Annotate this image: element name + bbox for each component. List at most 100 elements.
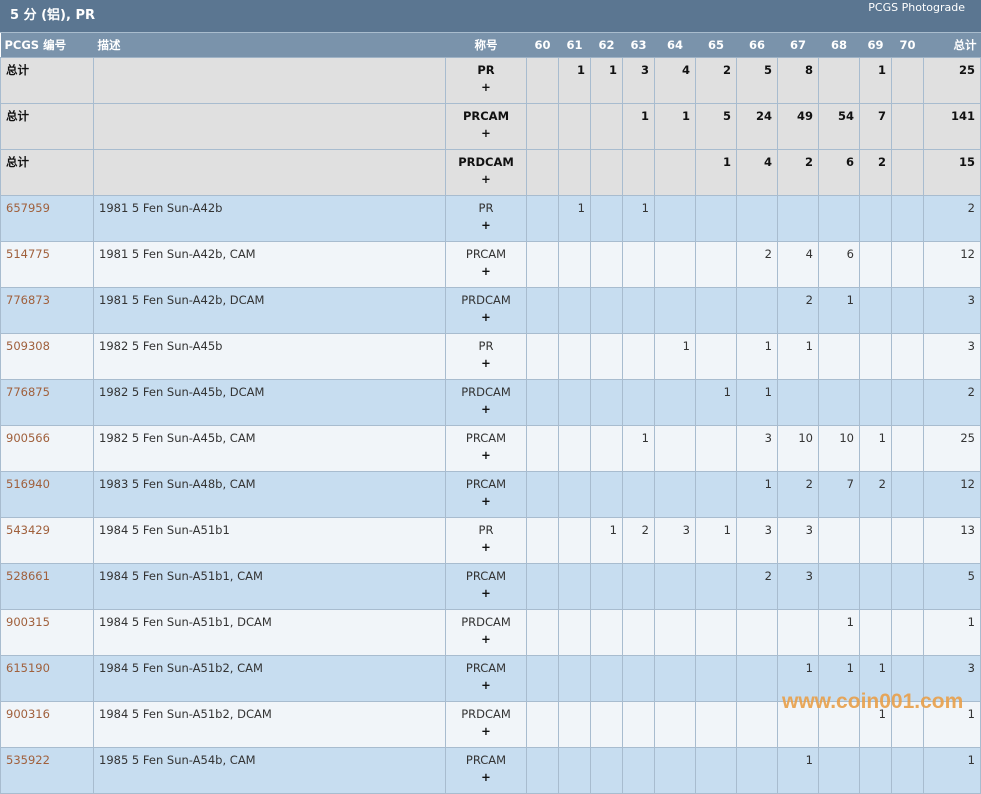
grade-count-66[interactable]: 3 (736, 517, 778, 564)
column-header[interactable]: 总计 (923, 33, 981, 58)
expand-plus-icon[interactable]: + (481, 724, 491, 738)
expand-plus-icon[interactable]: + (481, 448, 491, 462)
expand-plus-icon[interactable]: + (481, 540, 491, 554)
grade-count-66[interactable]: 4 (736, 149, 778, 196)
column-header[interactable]: 70 (891, 33, 924, 58)
grade-count-67[interactable]: 1 (777, 655, 819, 702)
expand-plus-icon[interactable]: + (481, 172, 491, 186)
grade-count-64[interactable]: 1 (654, 103, 696, 150)
grade-count-66[interactable]: 1 (736, 471, 778, 518)
expand-plus-icon[interactable]: + (481, 494, 491, 508)
grade-count-68[interactable]: 6 (818, 149, 860, 196)
grade-count-66[interactable]: 2 (736, 563, 778, 610)
pcgs-code-link[interactable]: 535922 (6, 753, 50, 767)
grade-count-66[interactable]: 24 (736, 103, 778, 150)
photograde-link[interactable]: PCGS Photograde (868, 1, 965, 14)
grade-count-67[interactable]: 3 (777, 563, 819, 610)
grade-count-68[interactable]: 1 (818, 655, 860, 702)
expand-plus-icon[interactable]: + (481, 218, 491, 232)
pcgs-code-link[interactable]: 516940 (6, 477, 50, 491)
grade-count-68[interactable]: 7 (818, 471, 860, 518)
grade-count-67[interactable]: 2 (777, 471, 819, 518)
column-header[interactable]: 63 (622, 33, 655, 58)
grade-count-67[interactable]: 4 (777, 241, 819, 288)
column-header[interactable]: PCGS 编号 (0, 33, 94, 58)
grade-count-68[interactable]: 10 (818, 425, 860, 472)
grade-count-68[interactable]: 1 (818, 609, 860, 656)
grade-count-65[interactable]: 1 (695, 149, 737, 196)
grade-count-65[interactable]: 1 (695, 379, 737, 426)
column-header[interactable]: 64 (654, 33, 696, 58)
column-header[interactable]: 67 (777, 33, 819, 58)
grade-count-68[interactable]: 1 (818, 287, 860, 334)
grade-count-63[interactable]: 1 (622, 103, 655, 150)
expand-plus-icon[interactable]: + (481, 586, 491, 600)
column-header[interactable]: 65 (695, 33, 737, 58)
pcgs-code-link[interactable]: 528661 (6, 569, 50, 583)
grade-count-68[interactable]: 6 (818, 241, 860, 288)
column-header[interactable]: 68 (818, 33, 860, 58)
grade-count-67[interactable]: 1 (777, 333, 819, 380)
pcgs-code-link[interactable]: 900315 (6, 615, 50, 629)
grade-count-64[interactable]: 3 (654, 517, 696, 564)
grade-count-66[interactable]: 1 (736, 333, 778, 380)
grade-count-65[interactable]: 5 (695, 103, 737, 150)
grade-count-61[interactable]: 1 (558, 57, 591, 104)
grade-count-63[interactable]: 3 (622, 57, 655, 104)
grade-count-66[interactable]: 2 (736, 241, 778, 288)
grade-count-69[interactable]: 7 (859, 103, 892, 150)
grade-count-69[interactable]: 2 (859, 149, 892, 196)
column-header[interactable]: 61 (558, 33, 591, 58)
expand-plus-icon[interactable]: + (481, 80, 491, 94)
column-header[interactable]: 66 (736, 33, 778, 58)
grade-count-69[interactable]: 1 (859, 57, 892, 104)
expand-plus-icon[interactable]: + (481, 770, 491, 784)
grade-count-67[interactable]: 10 (777, 425, 819, 472)
grade-count-68[interactable]: 54 (818, 103, 860, 150)
grade-count-66[interactable]: 3 (736, 425, 778, 472)
grade-count-67[interactable]: 1 (777, 747, 819, 794)
pcgs-code-link[interactable]: 543429 (6, 523, 50, 537)
pcgs-code-link[interactable]: 509308 (6, 339, 50, 353)
grade-count-65[interactable]: 2 (695, 57, 737, 104)
grade-count-61[interactable]: 1 (558, 195, 591, 242)
grade-count-63[interactable]: 2 (622, 517, 655, 564)
grade-count-66[interactable]: 5 (736, 57, 778, 104)
grade-count-67[interactable]: 2 (777, 287, 819, 334)
grade-count-65[interactable]: 1 (695, 517, 737, 564)
grade-count-63[interactable]: 1 (622, 195, 655, 242)
grade-count-67[interactable]: 2 (777, 149, 819, 196)
expand-plus-icon[interactable]: + (481, 632, 491, 646)
grade-count-67[interactable]: 3 (777, 517, 819, 564)
expand-plus-icon[interactable]: + (481, 310, 491, 324)
grade-count-64[interactable]: 1 (654, 333, 696, 380)
pcgs-code-link[interactable]: 900566 (6, 431, 50, 445)
column-header[interactable]: 描述 (93, 33, 446, 58)
grade-count-69[interactable]: 1 (859, 425, 892, 472)
grade-count-67[interactable]: 49 (777, 103, 819, 150)
grade-count-67[interactable]: 8 (777, 57, 819, 104)
grade-count-66[interactable]: 1 (736, 379, 778, 426)
pcgs-code-link[interactable]: 615190 (6, 661, 50, 675)
column-header[interactable]: 称号 (445, 33, 527, 58)
expand-plus-icon[interactable]: + (481, 678, 491, 692)
grade-count-69[interactable]: 2 (859, 471, 892, 518)
pcgs-code-link[interactable]: 514775 (6, 247, 50, 261)
grade-count-64[interactable]: 4 (654, 57, 696, 104)
pcgs-code-link[interactable]: 776873 (6, 293, 50, 307)
column-header[interactable]: 60 (526, 33, 559, 58)
grade-count-69[interactable]: 1 (859, 655, 892, 702)
grade-count-63[interactable]: 1 (622, 425, 655, 472)
designation-label: PR (478, 339, 494, 353)
column-header[interactable]: 69 (859, 33, 892, 58)
pcgs-code-link[interactable]: 776875 (6, 385, 50, 399)
expand-plus-icon[interactable]: + (481, 402, 491, 416)
expand-plus-icon[interactable]: + (481, 356, 491, 370)
grade-count-62[interactable]: 1 (590, 517, 623, 564)
expand-plus-icon[interactable]: + (481, 264, 491, 278)
pcgs-code-link[interactable]: 900316 (6, 707, 50, 721)
column-header[interactable]: 62 (590, 33, 623, 58)
expand-plus-icon[interactable]: + (481, 126, 491, 140)
pcgs-code-link[interactable]: 657959 (6, 201, 50, 215)
grade-count-62[interactable]: 1 (590, 57, 623, 104)
